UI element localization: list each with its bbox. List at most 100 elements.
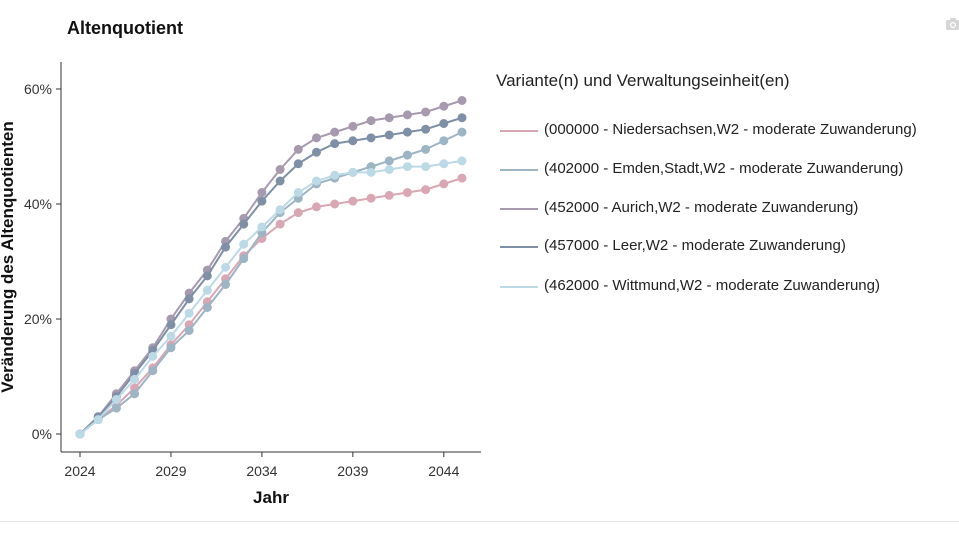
data-point[interactable] (293, 144, 303, 154)
legend-label: (462000 - Wittmund,W2 - moderate Zuwande… (544, 277, 880, 294)
series-line (79, 159, 463, 435)
x-tick-label: 2039 (337, 463, 368, 479)
data-point[interactable] (439, 179, 449, 189)
data-point[interactable] (457, 173, 467, 183)
series-1 (75, 173, 467, 439)
data-point[interactable] (311, 133, 321, 143)
data-point[interactable] (311, 147, 321, 157)
x-tick-label: 2044 (428, 463, 459, 479)
camera-icon[interactable] (946, 18, 959, 30)
legend-item-wittmund[interactable]: (462000 - Wittmund,W2 - moderate Zuwande… (500, 277, 959, 297)
data-point[interactable] (257, 222, 267, 232)
series-line (79, 177, 463, 435)
y-tick-label: 60% (24, 81, 52, 97)
data-point[interactable] (221, 242, 231, 252)
data-point[interactable] (457, 127, 467, 137)
data-point[interactable] (202, 303, 212, 312)
data-point[interactable] (221, 262, 231, 272)
data-point[interactable] (202, 285, 212, 295)
data-point[interactable] (111, 403, 121, 413)
data-point[interactable] (184, 326, 194, 335)
data-point[interactable] (257, 196, 267, 206)
legend-swatch (500, 169, 538, 171)
data-point[interactable] (111, 395, 121, 404)
legend-label: (402000 - Emden,Stadt,W2 - moderate Zuwa… (544, 160, 904, 177)
divider (0, 521, 959, 522)
data-point[interactable] (402, 150, 412, 160)
data-point[interactable] (439, 159, 449, 169)
data-point[interactable] (421, 144, 431, 154)
data-point[interactable] (239, 219, 249, 229)
data-point[interactable] (221, 280, 231, 289)
series-5 (75, 156, 467, 439)
data-point[interactable] (384, 165, 394, 174)
data-point[interactable] (421, 107, 431, 117)
data-point[interactable] (366, 167, 376, 177)
data-point[interactable] (457, 113, 467, 123)
data-point[interactable] (311, 176, 321, 186)
data-point[interactable] (130, 389, 140, 399)
data-point[interactable] (439, 136, 449, 146)
data-point[interactable] (348, 121, 358, 131)
data-point[interactable] (293, 208, 303, 218)
x-tick-label: 2024 (64, 463, 95, 479)
data-point[interactable] (384, 190, 394, 200)
legend-item-emden[interactable]: (402000 - Emden,Stadt,W2 - moderate Zuwa… (500, 160, 959, 180)
data-point[interactable] (257, 188, 267, 197)
data-point[interactable] (384, 113, 394, 123)
data-point[interactable] (348, 136, 358, 146)
data-point[interactable] (166, 331, 176, 341)
legend-item-aurich[interactable]: (452000 - Aurich,W2 - moderate Zuwanderu… (500, 199, 959, 219)
data-point[interactable] (202, 271, 212, 281)
data-point[interactable] (402, 127, 412, 137)
data-point[interactable] (421, 162, 431, 172)
legend-item-niedersachsen[interactable]: (000000 - Niedersachsen,W2 - moderate Zu… (500, 121, 959, 141)
data-point[interactable] (275, 176, 285, 186)
data-point[interactable] (275, 219, 285, 229)
legend-item-leer[interactable]: (457000 - Leer,W2 - moderate Zuwanderung… (500, 237, 959, 257)
data-point[interactable] (275, 165, 285, 174)
data-point[interactable] (184, 294, 194, 304)
data-point[interactable] (239, 239, 249, 249)
legend-label: (000000 - Niedersachsen,W2 - moderate Zu… (544, 121, 917, 138)
data-point[interactable] (457, 156, 467, 166)
data-point[interactable] (330, 170, 340, 180)
data-point[interactable] (166, 320, 176, 330)
data-point[interactable] (402, 188, 412, 197)
data-point[interactable] (366, 116, 376, 126)
data-point[interactable] (384, 156, 394, 166)
data-point[interactable] (384, 130, 394, 140)
data-point[interactable] (330, 199, 340, 209)
data-point[interactable] (75, 429, 85, 439)
data-point[interactable] (239, 254, 249, 264)
data-point[interactable] (439, 119, 449, 128)
data-point[interactable] (130, 374, 140, 384)
data-point[interactable] (421, 185, 431, 195)
data-point[interactable] (184, 308, 194, 318)
data-point[interactable] (275, 205, 285, 215)
data-point[interactable] (148, 351, 158, 361)
data-point[interactable] (348, 196, 358, 206)
data-point[interactable] (421, 124, 431, 134)
x-ticks: 2024 2029 2034 2039 2044 (64, 452, 460, 479)
data-point[interactable] (330, 139, 340, 149)
data-point[interactable] (311, 202, 321, 212)
data-point[interactable] (293, 159, 303, 169)
data-point[interactable] (166, 343, 176, 353)
data-point[interactable] (366, 193, 376, 203)
series-2 (75, 127, 467, 439)
data-point[interactable] (402, 162, 412, 172)
data-point[interactable] (439, 101, 449, 111)
data-point[interactable] (366, 133, 376, 143)
x-axis-label: Jahr (253, 488, 289, 507)
data-point[interactable] (93, 415, 103, 425)
data-point[interactable] (402, 110, 412, 120)
data-point[interactable] (148, 366, 158, 376)
data-point[interactable] (348, 167, 358, 177)
data-point[interactable] (293, 188, 303, 197)
data-point[interactable] (457, 96, 467, 105)
y-tick-label: 20% (24, 311, 52, 327)
data-point[interactable] (330, 127, 340, 137)
y-tick-label: 40% (24, 196, 52, 212)
legend-swatch (500, 246, 538, 248)
